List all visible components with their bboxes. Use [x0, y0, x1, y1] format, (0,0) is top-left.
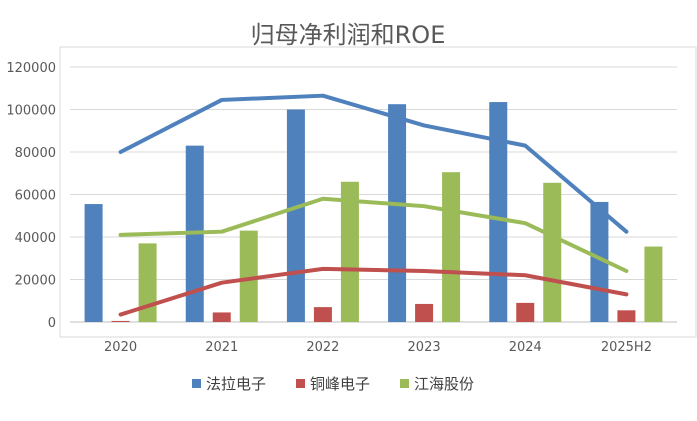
lines: [118, 93, 629, 317]
legend-swatch: [400, 379, 409, 388]
y-tick-label: 40000: [15, 231, 56, 246]
chart-title: 归母净利润和ROE: [251, 21, 446, 49]
x-tick-label: 2020: [104, 340, 137, 355]
bar: [84, 204, 103, 322]
x-tick-label: 2021: [205, 340, 238, 355]
bar: [617, 310, 636, 322]
bar: [442, 172, 461, 322]
x-axis: 2020 2021 2022 2023 2024 2025H2: [104, 340, 652, 355]
bar: [239, 230, 258, 322]
y-tick-label: 20000: [15, 274, 56, 289]
legend-label: 法拉电子: [206, 375, 266, 393]
x-tick-label: 2025H2: [601, 340, 652, 355]
bar: [388, 104, 407, 322]
bar: [415, 303, 434, 322]
gridlines: [70, 66, 677, 323]
y-tick-label: 60000: [15, 189, 56, 204]
series-line: [118, 196, 629, 273]
legend-swatch: [192, 379, 201, 388]
plot-area: [59, 46, 697, 338]
x-tick-label: 2023: [408, 340, 441, 355]
x-tick-label: 2022: [306, 340, 339, 355]
bar: [111, 320, 130, 322]
bar: [313, 307, 332, 322]
legend-label: 铜峰电子: [310, 375, 370, 393]
bar: [286, 109, 305, 322]
bar: [138, 243, 157, 322]
legend-label: 江海股份: [414, 375, 474, 393]
series-line: [118, 93, 629, 234]
y-axis: 0 20000 40000 60000 80000 100000 120000: [6, 61, 56, 331]
y-tick-label: 100000: [6, 104, 56, 119]
bar: [516, 302, 535, 322]
y-tick-label: 80000: [15, 146, 56, 161]
x-tick-label: 2024: [509, 340, 542, 355]
bar: [340, 181, 359, 322]
legend: 法拉电子 铜峰电子 江海股份: [192, 375, 474, 393]
bar: [543, 182, 562, 322]
y-tick-label: 120000: [6, 61, 56, 76]
bar: [644, 246, 663, 322]
series-line: [118, 266, 629, 317]
bars: [84, 102, 663, 322]
legend-swatch: [296, 379, 305, 388]
bar: [489, 102, 508, 322]
y-tick-label: 0: [48, 316, 56, 331]
plot-frame: [59, 46, 697, 338]
bar: [212, 312, 231, 322]
